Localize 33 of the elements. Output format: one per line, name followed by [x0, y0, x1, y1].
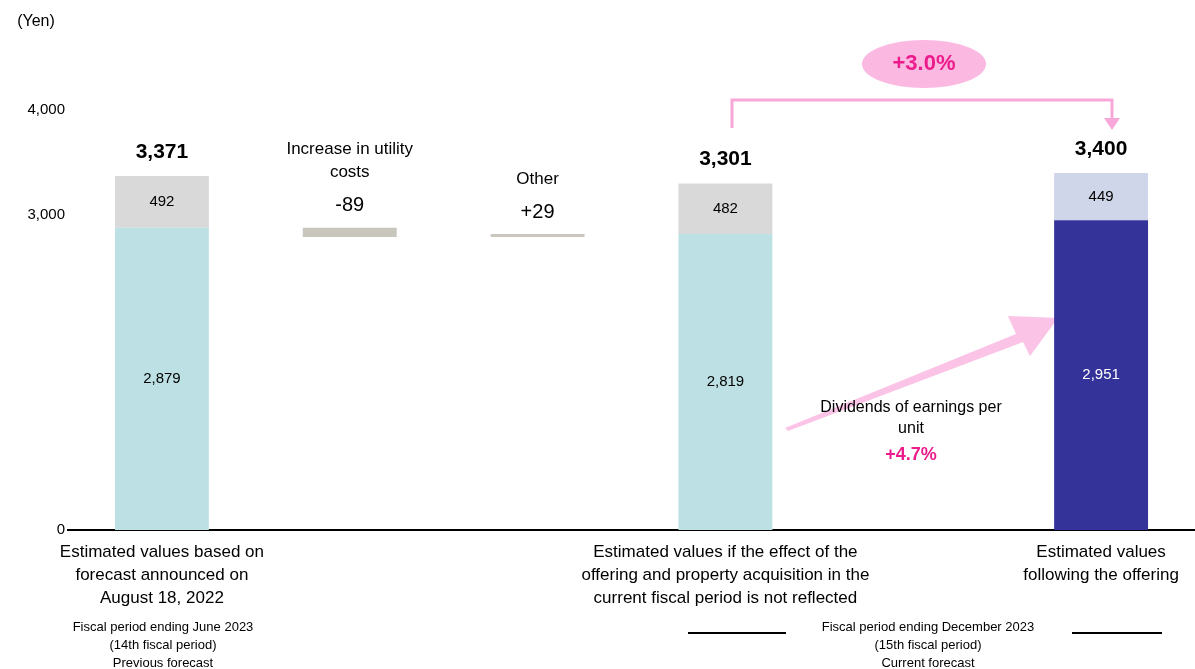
data-label: -89 [335, 193, 365, 216]
x-tick-label: Estimated values if the effect of the offering and property acquisition in the current fiscal period is not reflected [581, 541, 870, 607]
bar [678, 183, 773, 235]
total-label: 3,400 [1074, 135, 1128, 159]
data-label: 449 [1088, 186, 1114, 204]
y-axis-title: (Yen) [17, 12, 55, 30]
total-label: 3,301 [699, 146, 753, 170]
annotation: +4.7% [885, 443, 937, 464]
x-tick-label: Estimated values based on forecast announced on August 18, 2022 [59, 541, 264, 607]
text: Fiscal period ending December 2023 (15th fiscal period) Current forecast [821, 618, 1035, 669]
bar [678, 234, 773, 530]
data-label: 2,819 [706, 372, 745, 390]
x-tick-label: Other [516, 168, 560, 188]
bar [302, 227, 397, 238]
y-tick-label: 3,000 [27, 205, 65, 223]
y-tick-label: 0 [56, 520, 65, 538]
data-label: 2,879 [143, 368, 181, 386]
text: +3.0% [892, 50, 956, 76]
bar [114, 176, 209, 228]
text: Fiscal period ending June 2023 (14th fiscal period) Previous forecast [72, 618, 254, 669]
data-label: +29 [520, 199, 555, 222]
data-label: 482 [712, 198, 738, 216]
x-tick-label: Estimated values following the offering [1023, 541, 1179, 584]
bar [490, 234, 585, 238]
x-tick-label: Increase in utility costs [286, 139, 414, 182]
data-label: 492 [149, 192, 175, 210]
y-tick-label: 4,000 [27, 100, 65, 118]
annotation: Dividends of earnings per unit [820, 398, 1003, 437]
bar [1054, 173, 1149, 221]
bar [114, 227, 209, 530]
bar [1054, 220, 1149, 530]
data-label: 2,951 [1082, 365, 1120, 383]
total-label: 3,371 [135, 138, 189, 162]
